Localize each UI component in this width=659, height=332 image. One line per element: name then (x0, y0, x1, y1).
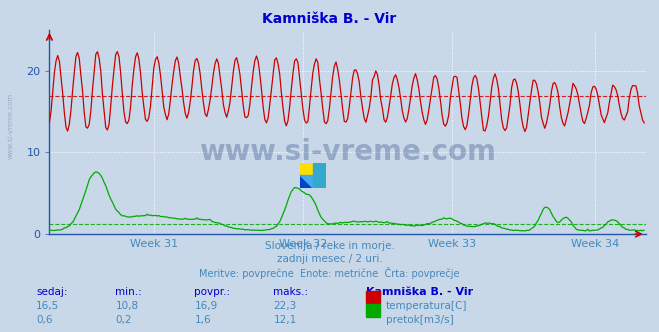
Text: povpr.:: povpr.: (194, 287, 231, 297)
Text: 16,9: 16,9 (194, 301, 217, 311)
Text: 0,6: 0,6 (36, 315, 53, 325)
Text: Meritve: povprečne  Enote: metrične  Črta: povprečje: Meritve: povprečne Enote: metrične Črta:… (199, 267, 460, 279)
Text: 22,3: 22,3 (273, 301, 297, 311)
Text: 10,8: 10,8 (115, 301, 138, 311)
Text: temperatura[C]: temperatura[C] (386, 301, 467, 311)
Text: pretok[m3/s]: pretok[m3/s] (386, 315, 453, 325)
Text: 12,1: 12,1 (273, 315, 297, 325)
Text: sedaj:: sedaj: (36, 287, 68, 297)
Text: www.si-vreme.com: www.si-vreme.com (8, 93, 14, 159)
Bar (300, 163, 313, 175)
Text: maks.:: maks.: (273, 287, 308, 297)
Text: Slovenija / reke in morje.: Slovenija / reke in morje. (264, 241, 395, 251)
Text: Kamniška B. - Vir: Kamniška B. - Vir (262, 12, 397, 26)
Text: 16,5: 16,5 (36, 301, 59, 311)
Text: zadnji mesec / 2 uri.: zadnji mesec / 2 uri. (277, 254, 382, 264)
Polygon shape (300, 175, 313, 188)
Polygon shape (300, 175, 313, 188)
Bar (313, 175, 326, 188)
Text: www.si-vreme.com: www.si-vreme.com (199, 138, 496, 166)
Text: 1,6: 1,6 (194, 315, 211, 325)
Bar (313, 163, 326, 175)
Text: Kamniška B. - Vir: Kamniška B. - Vir (366, 287, 473, 297)
Text: min.:: min.: (115, 287, 142, 297)
Text: 0,2: 0,2 (115, 315, 132, 325)
